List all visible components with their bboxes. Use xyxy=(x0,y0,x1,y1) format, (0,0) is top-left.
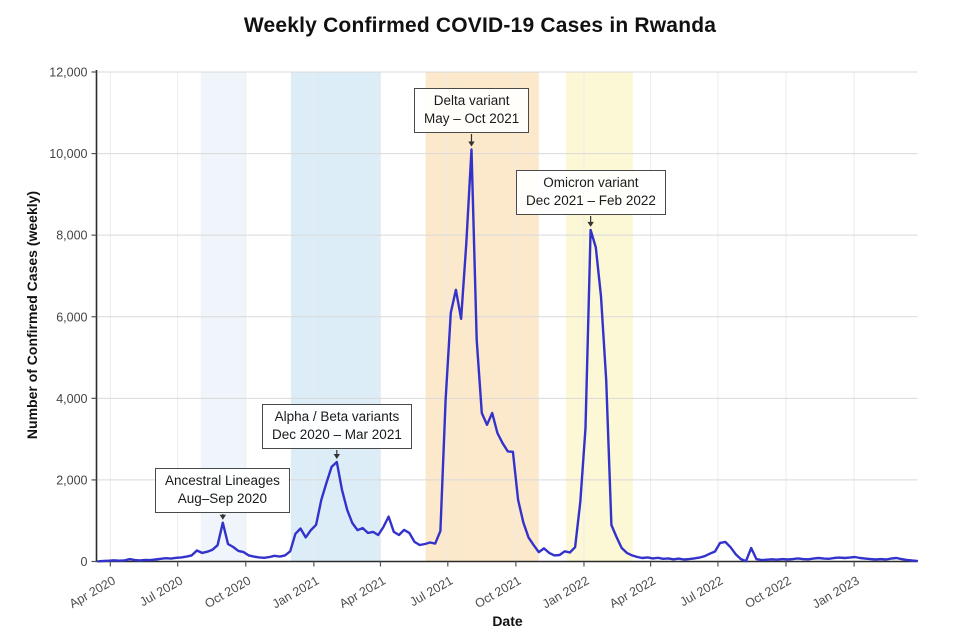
y-axis-title: Number of Confirmed Cases (weekly) xyxy=(24,190,40,440)
annotation-arrowhead-icon xyxy=(587,221,594,227)
x-tick-label: Jan 2021 xyxy=(270,573,322,611)
x-tick-label: Jul 2020 xyxy=(137,573,185,609)
annotation-title: Omicron variant xyxy=(543,175,639,190)
y-tick-label: 6,000 xyxy=(56,310,87,324)
x-axis-title: Date xyxy=(492,613,523,629)
annotation-delta-variant: Delta variant May – Oct 2021 xyxy=(414,88,530,133)
annotation-arrowhead-icon xyxy=(468,141,475,147)
annotation-dates: Aug–Sep 2020 xyxy=(177,490,268,506)
x-tick-label: Oct 2022 xyxy=(743,573,794,611)
annotation-title: Delta variant xyxy=(433,93,510,108)
annotation-arrowhead-icon xyxy=(333,453,340,459)
x-tick-label: Jul 2022 xyxy=(677,573,725,609)
annotation-omicron-variant: Omicron variant Dec 2021 – Feb 2022 xyxy=(516,170,666,215)
x-tick-label: Oct 2021 xyxy=(472,573,523,611)
cases-line-series xyxy=(97,148,919,563)
annotation-dates: May – Oct 2021 xyxy=(424,110,520,126)
y-tick-label: 2,000 xyxy=(56,473,87,487)
x-tick-label: Jan 2023 xyxy=(810,573,862,611)
x-tick-label: Apr 2022 xyxy=(607,573,658,611)
annotation-title: Ancestral Lineages xyxy=(165,473,280,488)
x-tick-label: Jan 2022 xyxy=(540,573,592,611)
annotation-dates: Dec 2021 – Feb 2022 xyxy=(526,192,656,208)
annotation-dates: Dec 2020 – Mar 2021 xyxy=(272,426,402,442)
annotation-title: Alpha / Beta variants xyxy=(274,409,400,424)
annotation-arrowhead-icon xyxy=(219,514,227,520)
x-tick-label: Apr 2021 xyxy=(337,573,388,611)
y-tick-label: 10,000 xyxy=(49,147,87,161)
y-tick-label: 0 xyxy=(81,555,88,569)
x-tick-label: Oct 2020 xyxy=(202,573,253,611)
annotation-ancestral-lineages: Ancestral Lineages Aug–Sep 2020 xyxy=(155,468,290,513)
y-tick-label: 8,000 xyxy=(56,229,87,243)
x-tick-label: Jul 2021 xyxy=(407,573,455,609)
y-tick-label: 12,000 xyxy=(49,66,87,80)
annotation-alpha-beta-variants: Alpha / Beta variants Dec 2020 – Mar 202… xyxy=(262,404,412,449)
y-tick-label: 4,000 xyxy=(56,392,87,406)
x-tick-label: Apr 2020 xyxy=(67,573,118,611)
chart-title: Weekly Confirmed COVID-19 Cases in Rwand… xyxy=(243,14,717,37)
